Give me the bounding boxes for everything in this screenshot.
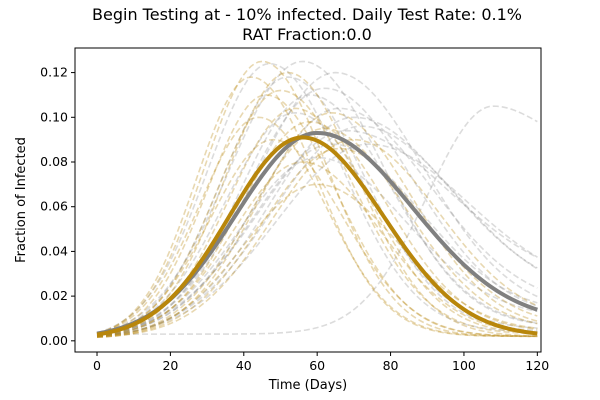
series-line-gold-dashed xyxy=(96,71,538,337)
series-line-gray-dashed xyxy=(96,71,538,337)
x-tick-label: 0 xyxy=(93,358,101,373)
x-tick-label: 40 xyxy=(236,358,252,373)
x-axis: 0 20 40 60 80 100 120 xyxy=(93,352,549,373)
series-line-gold-dashed xyxy=(96,76,538,338)
series-layer xyxy=(96,60,538,339)
x-tick-label: 60 xyxy=(309,358,325,373)
series-line-gray-dashed xyxy=(96,116,538,338)
x-tick-label: 120 xyxy=(525,358,549,373)
y-tick-label: 0.02 xyxy=(40,288,68,303)
series-line-gold-dashed xyxy=(96,94,538,338)
x-tick-label: 100 xyxy=(452,358,476,373)
chart-title-line1: Begin Testing at - 10% infected. Daily T… xyxy=(92,5,522,24)
y-tick-label: 0.10 xyxy=(40,109,68,124)
series-line-gold-dashed xyxy=(96,120,538,338)
series-line-gold-dashed xyxy=(96,89,538,337)
series-line-gold-dashed xyxy=(96,138,538,337)
series-line-gold-dashed xyxy=(96,60,538,338)
y-tick-label: 0.06 xyxy=(40,199,68,214)
series-line-gray-dashed xyxy=(96,60,538,334)
series-line-gray-dashed xyxy=(96,94,538,338)
series-line-gray-dashed xyxy=(96,125,538,338)
series-line-gold-dashed xyxy=(96,138,538,339)
series-line-gray-dashed xyxy=(96,107,538,337)
y-tick-label: 0.00 xyxy=(40,333,68,348)
chart-title-line2: RAT Fraction:0.0 xyxy=(242,25,372,44)
series-line-gray-dashed xyxy=(96,87,538,337)
series-line-gray-dashed xyxy=(96,62,538,334)
series-line-gray-dashed xyxy=(96,143,538,337)
x-axis-label: Time (Days) xyxy=(268,378,348,393)
series-line-gold-dashed xyxy=(96,127,538,338)
series-line-gold-dashed xyxy=(96,116,538,338)
x-tick-label: 20 xyxy=(162,358,178,373)
series-line-gold-dashed xyxy=(96,183,538,338)
series-line-gray-dashed xyxy=(96,112,538,336)
series-line-gray-dashed xyxy=(96,156,538,337)
series-line-gold-dashed xyxy=(96,112,538,339)
series-line-gray-dashed xyxy=(96,143,538,337)
y-tick-label: 0.12 xyxy=(40,65,68,80)
y-axis: 0.00 0.02 0.04 0.06 0.08 0.10 0.12 xyxy=(40,65,75,348)
y-tick-label: 0.08 xyxy=(40,154,68,169)
y-tick-label: 0.04 xyxy=(40,243,68,258)
x-tick-label: 80 xyxy=(383,358,399,373)
series-line-gold-dashed xyxy=(96,161,538,338)
y-axis-label: Fraction of Infected xyxy=(14,137,29,263)
series-line-gray-dashed xyxy=(97,105,538,335)
series-line-gray-dashed xyxy=(96,76,538,336)
series-line-gold-mean xyxy=(96,135,538,337)
plot-frame xyxy=(74,47,542,353)
